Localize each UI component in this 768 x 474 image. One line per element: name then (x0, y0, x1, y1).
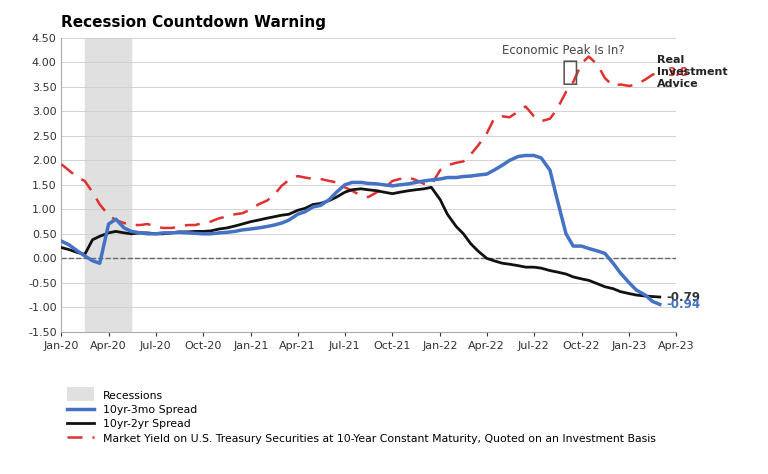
Text: Economic Peak Is In?: Economic Peak Is In? (502, 44, 625, 57)
Text: 🦅: 🦅 (561, 57, 578, 86)
Bar (84, 38, 131, 332)
Text: -0.94: -0.94 (667, 298, 701, 311)
Text: Recession Countdown Warning: Recession Countdown Warning (61, 15, 326, 30)
Legend: Recessions, 10yr-3mo Spread, 10yr-2yr Spread, Market Yield on U.S. Treasury Secu: Recessions, 10yr-3mo Spread, 10yr-2yr Sp… (67, 390, 655, 444)
Text: Real
Investment
Advice: Real Investment Advice (657, 55, 727, 89)
Text: -0.79: -0.79 (667, 291, 700, 303)
Text: 3.8: 3.8 (667, 66, 687, 79)
